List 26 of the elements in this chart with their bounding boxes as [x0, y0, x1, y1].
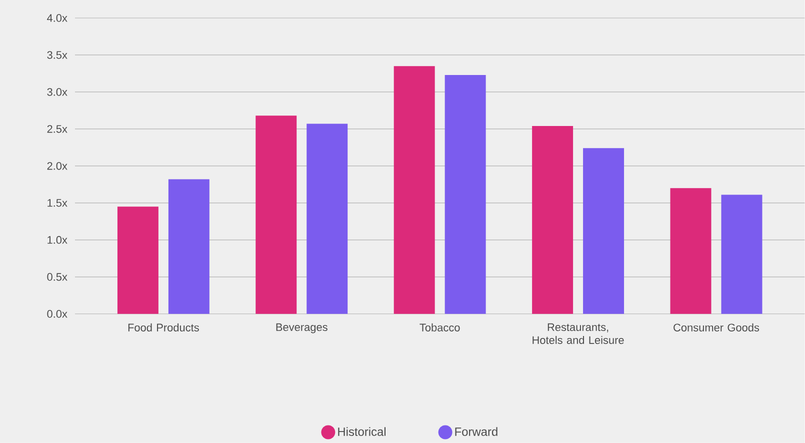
- y-tick-label: 3.0x: [47, 88, 68, 96]
- x-tick-label: Consumer Goods: [674, 323, 760, 332]
- bar: [444, 75, 486, 314]
- bar: [168, 179, 210, 314]
- bar: [583, 148, 624, 314]
- y-tick-label: 3.5x: [47, 51, 68, 59]
- x-tick-label: Beverages: [276, 323, 328, 334]
- y-tick-label: 2.5x: [47, 125, 68, 133]
- bar: [117, 206, 158, 314]
- y-tick-label: 4.0x: [47, 14, 68, 22]
- y-tick-label: 2.0x: [47, 162, 68, 170]
- bar: [670, 188, 712, 314]
- legend-label: Historical: [338, 427, 386, 436]
- x-tick-label: Food Products: [128, 323, 199, 332]
- y-tick-label: 0.0x: [47, 310, 68, 318]
- x-tick-label: Tobacco: [420, 323, 460, 332]
- legend-label: Forward: [455, 427, 498, 436]
- bar: [532, 126, 574, 314]
- bar: [721, 194, 762, 314]
- y-tick-label: 1.0x: [48, 236, 68, 244]
- x-tick-label: Restaurants, Hotels and Leisure: [532, 323, 624, 344]
- bar: [394, 66, 435, 314]
- y-tick-label: 1.5x: [48, 199, 68, 207]
- y-tick-label: 0.5x: [47, 273, 68, 281]
- bar: [306, 124, 348, 314]
- bar: [256, 116, 297, 314]
